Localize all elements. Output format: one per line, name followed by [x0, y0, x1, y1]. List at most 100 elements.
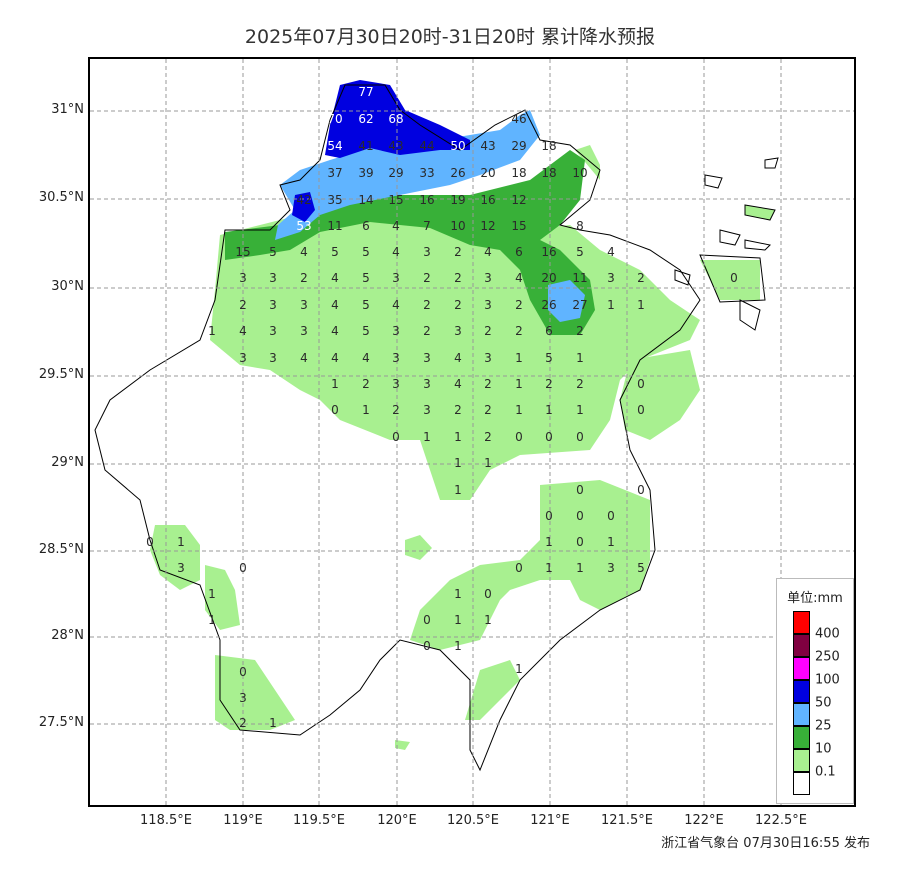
precip-value: 3 — [392, 377, 400, 391]
legend-label: 50 — [815, 695, 832, 711]
precip-value: 0 — [392, 430, 400, 444]
precip-value: 44 — [419, 139, 435, 153]
precip-value: 0 — [637, 377, 645, 391]
precip-value: 1 — [484, 456, 492, 470]
precip-value: 2 — [454, 271, 462, 285]
y-tick-label: 28°N — [51, 628, 84, 643]
precip-value: 15 — [235, 245, 251, 259]
precip-value: 3 — [392, 324, 400, 338]
legend-swatch — [793, 634, 810, 657]
precip-value: 0 — [331, 403, 339, 417]
precip-value: 5 — [269, 245, 277, 259]
precip-value: 1 — [576, 561, 584, 575]
graticule — [90, 59, 854, 805]
precip-value: 2 — [392, 403, 400, 417]
precip-value: 1 — [177, 535, 185, 549]
precip-value: 14 — [358, 193, 374, 207]
precip-value: 0 — [484, 587, 492, 601]
precip-value: 7 — [423, 219, 431, 233]
precip-value: 0 — [423, 639, 431, 653]
precip-value: 2 — [576, 324, 584, 338]
precip-value: 1 — [362, 403, 370, 417]
precip-value: 11 — [327, 219, 343, 233]
precip-value: 1 — [454, 587, 462, 601]
precip-value: 5 — [362, 298, 370, 312]
legend-label: 25 — [815, 718, 832, 734]
y-tick-label: 29°N — [51, 455, 84, 470]
rain-zone-blue — [275, 110, 585, 322]
precip-value: 3 — [392, 351, 400, 365]
legend-swatch — [793, 611, 810, 634]
y-tick-label: 29.5°N — [38, 367, 84, 382]
precip-value: 2 — [484, 377, 492, 391]
y-tick-label: 30.5°N — [38, 190, 84, 205]
precip-value: 26 — [450, 166, 466, 180]
precip-value: 5 — [362, 245, 370, 259]
precip-value: 0 — [423, 613, 431, 627]
precip-value: 12 — [511, 193, 527, 207]
legend-swatch — [793, 749, 810, 772]
precip-value: 2 — [637, 271, 645, 285]
precip-value: 50 — [450, 139, 466, 153]
precip-value: 0 — [576, 483, 584, 497]
precip-value: 1 — [545, 561, 553, 575]
precip-value: 4 — [454, 377, 462, 391]
precip-value: 3 — [239, 271, 247, 285]
precip-value: 3 — [269, 324, 277, 338]
precip-value: 41 — [358, 139, 374, 153]
precip-value: 1 — [515, 662, 523, 676]
map-title: 2025年07月30日20时-31日20时 累计降水预报 — [244, 26, 656, 48]
precip-value: 3 — [269, 271, 277, 285]
precip-value: 2 — [423, 298, 431, 312]
precip-value: 1 — [576, 351, 584, 365]
precip-value: 6 — [545, 324, 553, 338]
precip-value: 3 — [300, 298, 308, 312]
precip-value: 0 — [515, 430, 523, 444]
legend-title: 单位:mm — [787, 591, 843, 606]
precip-value: 0 — [576, 509, 584, 523]
precip-value: 3 — [269, 298, 277, 312]
precip-value: 68 — [388, 112, 404, 126]
precip-value: 0 — [637, 483, 645, 497]
precip-value: 4 — [331, 324, 339, 338]
precip-value: 42 — [296, 193, 312, 207]
precip-value: 4 — [392, 245, 400, 259]
precip-value: 2 — [484, 324, 492, 338]
precip-value: 4 — [454, 351, 462, 365]
legend-label: 100 — [815, 672, 840, 688]
precip-value: 4 — [239, 324, 247, 338]
precip-value: 1 — [208, 613, 216, 627]
precip-value: 12 — [480, 219, 496, 233]
precip-value: 4 — [300, 351, 308, 365]
precip-value: 0 — [239, 665, 247, 679]
precip-value: 16 — [541, 245, 557, 259]
legend-swatch — [793, 680, 810, 703]
precip-value: 3 — [423, 245, 431, 259]
precip-value: 0 — [730, 271, 738, 285]
legend-label: 10 — [815, 741, 832, 757]
precip-value: 43 — [388, 139, 404, 153]
precip-value: 4 — [515, 271, 523, 285]
islands — [674, 157, 779, 331]
precip-value: 1 — [423, 430, 431, 444]
precip-value: 2 — [239, 716, 247, 730]
precip-value: 3 — [239, 351, 247, 365]
precip-value: 1 — [454, 483, 462, 497]
precip-value: 2 — [423, 324, 431, 338]
precip-value: 4 — [331, 298, 339, 312]
precip-value: 4 — [331, 351, 339, 365]
legend-swatch — [793, 703, 810, 726]
precip-value: 3 — [423, 403, 431, 417]
precip-value: 26 — [541, 298, 557, 312]
y-tick-label: 27.5°N — [38, 715, 84, 730]
precip-value: 1 — [269, 716, 277, 730]
y-tick-label: 28.5°N — [38, 542, 84, 557]
precip-value: 0 — [576, 535, 584, 549]
precip-value: 2 — [423, 271, 431, 285]
precip-value: 2 — [484, 403, 492, 417]
precip-value: 0 — [576, 430, 584, 444]
precip-value: 3 — [607, 561, 615, 575]
legend-label: 400 — [815, 626, 840, 642]
precip-value: 53 — [296, 219, 312, 233]
